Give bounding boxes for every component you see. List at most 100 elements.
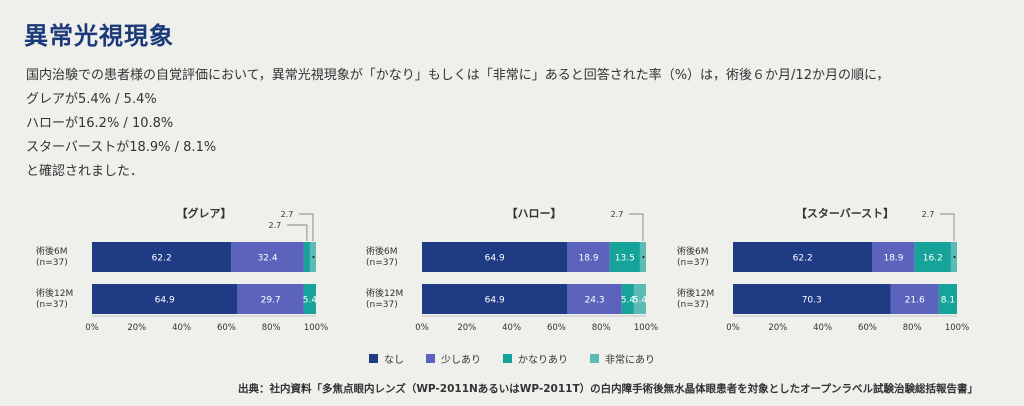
- category-label: (n=37): [677, 300, 709, 310]
- bar-segment: [567, 242, 610, 272]
- category-label: (n=37): [36, 258, 68, 268]
- tick-label: 20%: [127, 323, 146, 333]
- data-label: 18.9: [883, 254, 903, 264]
- category-label: 術後12M: [677, 287, 714, 299]
- legend-label: 非常にあり: [605, 355, 655, 366]
- bar-segment: [92, 284, 238, 314]
- bar-segment: [621, 284, 634, 314]
- description: 国内治験での患者様の自覚評価において，異常光視現象が「かなり」もしくは「非常に」…: [26, 64, 889, 184]
- bar-segment: [609, 242, 640, 272]
- category-label: 術後6M: [677, 245, 709, 257]
- category-label: (n=37): [366, 258, 398, 268]
- data-label: 5.4: [633, 296, 648, 306]
- callout-label: 2.7: [922, 210, 935, 219]
- bar-segment: [303, 242, 310, 272]
- description-line: ハローが16.2% / 10.8%: [26, 116, 174, 131]
- data-label: 64.9: [155, 296, 175, 306]
- legend-swatch: [590, 354, 599, 363]
- legend-label: かなりあり: [518, 355, 568, 366]
- chart-svg: 【スターバースト】術後6M(n=37) 62.2 18.9 16.2術後12M(n=3…: [677, 207, 969, 333]
- tick-label: 100%: [634, 323, 658, 333]
- data-label: 32.4: [258, 254, 278, 264]
- tick-label: 0%: [726, 323, 740, 333]
- legend-item: なし: [369, 351, 404, 366]
- chart-halo: 【ハロー】 術後6M (n=37) 64.9 18.9 13.5 術後12M (n=37) 64…: [366, 203, 666, 338]
- tick-label: 60%: [858, 323, 877, 333]
- legend-swatch: [369, 354, 378, 363]
- bar-segment: [567, 284, 622, 314]
- description-line: スターバーストが18.9% / 8.1%: [26, 140, 217, 155]
- data-label: 16.2: [923, 254, 943, 264]
- data-label: 62.2: [793, 254, 813, 264]
- tick-label: 0%: [85, 323, 99, 333]
- data-label: 18.9: [579, 254, 599, 264]
- tick-label: 40%: [813, 323, 832, 333]
- data-label: 21.6: [905, 296, 925, 306]
- tick-label: 100%: [945, 323, 969, 333]
- bar-segment: [422, 284, 568, 314]
- tick-label: 80%: [262, 323, 281, 333]
- bar-segment: [872, 242, 915, 272]
- segment-dot: [953, 256, 956, 258]
- callout-line: [628, 213, 644, 241]
- bar-segment: [733, 242, 873, 272]
- data-label: 5.4: [303, 296, 318, 306]
- chart-glare: 【グレア】 術後6M (n=37) 62.2 32.4 術後12M (n=37) 64.9 29…: [36, 203, 336, 338]
- chart-title: 【スターバースト】: [796, 207, 894, 220]
- bar-segment: [422, 242, 568, 272]
- tick-label: 100%: [304, 323, 328, 333]
- category-label: 術後12M: [366, 287, 403, 299]
- legend-label: 少しあり: [441, 355, 481, 366]
- chart-starburst: 【スターバースト】 術後6M (n=37) 62.2 18.9 16.2 術後12M (n=3…: [677, 203, 977, 338]
- category-label: (n=37): [36, 300, 68, 310]
- tick-label: 0%: [415, 323, 429, 333]
- data-label: 13.5: [615, 254, 635, 264]
- chart-title: 【グレア】: [177, 206, 232, 220]
- bar-segment: [633, 284, 646, 314]
- data-label: 64.9: [485, 254, 505, 264]
- category-label: (n=37): [677, 258, 709, 268]
- description-line: と確認されました．: [26, 164, 144, 179]
- legend-label: なし: [384, 355, 404, 366]
- tick-label: 40%: [172, 323, 191, 333]
- callout-line: [298, 213, 314, 241]
- tick-label: 60%: [547, 323, 566, 333]
- page-title: 異常光視現象: [24, 22, 174, 50]
- bar-segment: [733, 284, 891, 314]
- segment-dot: [312, 256, 315, 258]
- tick-label: 80%: [903, 323, 922, 333]
- category-label: 術後6M: [36, 245, 68, 257]
- legend-item: 非常にあり: [590, 351, 655, 366]
- tick-label: 80%: [592, 323, 611, 333]
- description-line: 国内治験での患者様の自覚評価において，異常光視現象が「かなり」もしくは「非常に」…: [26, 68, 890, 83]
- legend-item: かなりあり: [503, 351, 568, 366]
- category-label: 術後12M: [36, 287, 73, 299]
- data-label: 8.1: [941, 296, 955, 306]
- category-label: (n=37): [366, 300, 398, 310]
- legend: なし 少しあり かなりあり 非常にあり: [0, 351, 1024, 366]
- tick-label: 20%: [768, 323, 787, 333]
- callout-line: [286, 224, 308, 241]
- bar-segment: [938, 284, 957, 314]
- callout-label: 2.7: [269, 221, 282, 230]
- callout-label: 2.7: [281, 210, 294, 219]
- bar-segment: [231, 242, 304, 272]
- category-label: 術後6M: [366, 245, 398, 257]
- tick-label: 40%: [502, 323, 521, 333]
- tick-label: 20%: [457, 323, 476, 333]
- data-label: 70.3: [802, 296, 822, 306]
- bar-segment: [890, 284, 939, 314]
- callout-label: 2.7: [611, 210, 624, 219]
- callout-line: [939, 213, 955, 241]
- data-label: 29.7: [261, 296, 281, 306]
- bar-segment: [237, 284, 304, 314]
- bar-segment: [303, 284, 316, 314]
- segment-dot: [642, 256, 645, 258]
- bar-segment: [914, 242, 951, 272]
- source-note: 出典：社内資料「多焦点眼内レンズ（WP-2011NあるいはWP-2011T）の白…: [238, 383, 978, 395]
- data-label: 64.9: [485, 296, 505, 306]
- tick-label: 60%: [217, 323, 236, 333]
- legend-swatch: [426, 354, 435, 363]
- data-label: 24.3: [585, 296, 605, 306]
